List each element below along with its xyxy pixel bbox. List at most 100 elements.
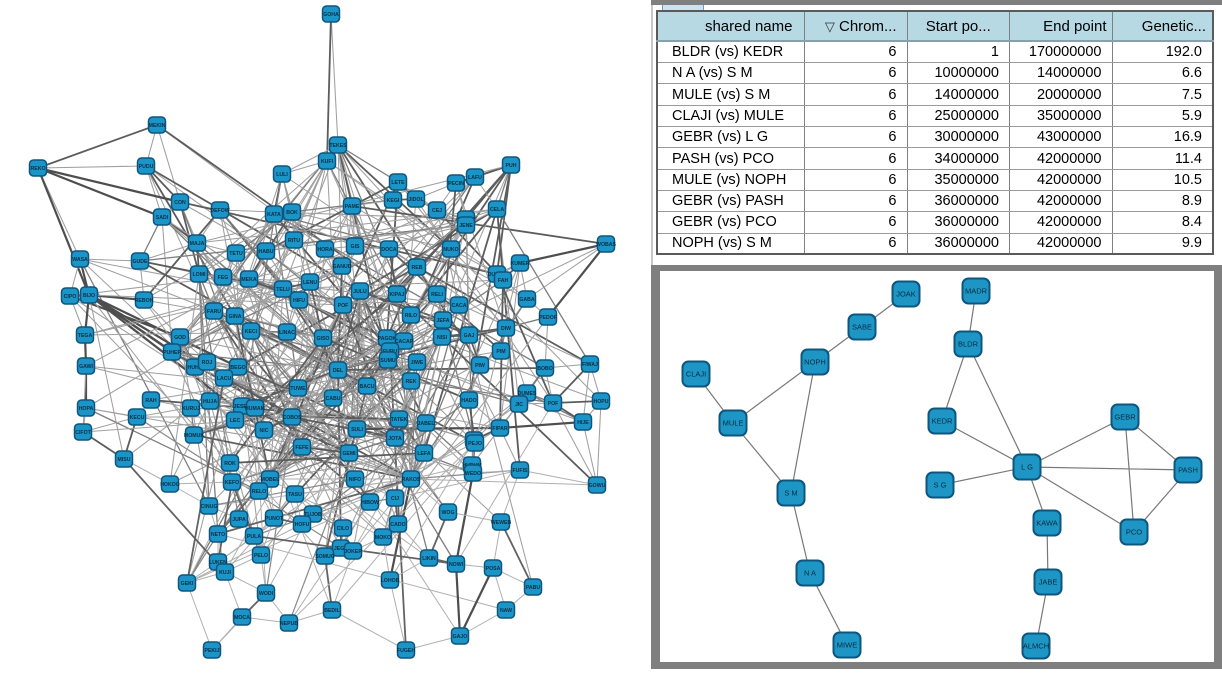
svg-text:HUHA: HUHA [188, 365, 203, 371]
svg-text:LACU: LACU [217, 376, 232, 382]
svg-text:LINAC: LINAC [279, 330, 295, 336]
svg-text:CELA: CELA [490, 207, 504, 213]
svg-text:PIW: PIW [475, 363, 485, 369]
svg-text:LENU: LENU [303, 280, 317, 286]
svg-text:LOHOB: LOHOB [381, 578, 400, 584]
svg-text:HIFU: HIFU [293, 298, 305, 304]
svg-text:TETU: TETU [229, 251, 243, 257]
svg-text:REBOH: REBOH [135, 298, 154, 304]
svg-text:CABU: CABU [326, 396, 341, 402]
svg-text:HOFU: HOFU [295, 522, 310, 528]
svg-text:FIPAR: FIPAR [492, 426, 507, 432]
svg-text:SULI: SULI [351, 427, 363, 433]
svg-text:SOMUG: SOMUG [315, 554, 335, 560]
svg-text:S M: S M [784, 489, 797, 498]
svg-text:FEFE: FEFE [295, 445, 309, 451]
svg-text:TASU: TASU [288, 492, 302, 498]
svg-text:DUMES: DUMES [518, 391, 537, 397]
svg-text:RITU: RITU [288, 238, 300, 244]
svg-text:RELI: RELI [431, 292, 443, 298]
svg-text:POF: POF [548, 401, 559, 407]
svg-text:CLAJI: CLAJI [686, 370, 706, 379]
svg-text:GABA: GABA [519, 297, 535, 303]
svg-text:JABEL: JABEL [417, 421, 435, 427]
svg-text:TEGA: TEGA [78, 333, 93, 339]
svg-text:RILO: RILO [405, 313, 417, 319]
svg-text:KUJI: KUJI [219, 570, 231, 576]
svg-text:KATA: KATA [267, 212, 281, 218]
svg-text:MISU: MISU [118, 457, 131, 463]
svg-text:KEFO: KEFO [225, 480, 239, 486]
svg-text:PASH: PASH [1178, 466, 1198, 475]
svg-text:HADO: HADO [461, 398, 476, 404]
svg-text:NIFO: NIFO [349, 477, 361, 483]
svg-text:POF: POF [338, 303, 349, 309]
svg-text:ROK: ROK [224, 461, 236, 467]
svg-text:NIC: NIC [260, 428, 269, 434]
svg-text:JIC: JIC [515, 402, 523, 408]
svg-text:POSA: POSA [486, 566, 501, 572]
svg-text:JIWE: JIWE [411, 360, 424, 366]
svg-text:CIPO: CIPO [64, 294, 77, 300]
svg-text:S G: S G [934, 481, 947, 490]
svg-text:GANUD: GANUD [332, 264, 351, 270]
svg-text:JUPA: JUPA [232, 517, 246, 523]
svg-text:HOPA: HOPA [79, 406, 94, 412]
svg-text:MIWE: MIWE [837, 641, 857, 650]
svg-text:N A: N A [804, 569, 816, 578]
svg-text:CEJ: CEJ [432, 208, 442, 214]
svg-text:DEFOW: DEFOW [210, 208, 229, 214]
svg-text:LAFU: LAFU [468, 175, 482, 181]
svg-text:CACA: CACA [452, 303, 467, 309]
svg-text:LETE: LETE [391, 180, 405, 186]
svg-text:BEDIL: BEDIL [324, 608, 340, 614]
svg-text:FEG: FEG [218, 275, 229, 281]
svg-text:GEBR: GEBR [1114, 413, 1136, 422]
svg-text:SUMU: SUMU [380, 358, 396, 364]
svg-text:PUDU: PUDU [139, 164, 154, 170]
svg-text:GOD: GOD [174, 335, 186, 341]
svg-text:LEFA: LEFA [417, 451, 431, 457]
svg-text:WODI: WODI [259, 591, 274, 597]
svg-text:WOG: WOG [442, 510, 455, 516]
svg-text:FIWAJ: FIWAJ [582, 362, 598, 368]
svg-text:NOPH: NOPH [804, 358, 826, 367]
svg-text:JOTA: JOTA [388, 436, 402, 442]
svg-text:DOCA: DOCA [381, 247, 397, 253]
svg-text:KECI: KECI [245, 329, 258, 335]
svg-text:PECIN: PECIN [448, 181, 464, 187]
svg-text:DEL: DEL [333, 368, 344, 374]
svg-text:HOPU: HOPU [594, 399, 609, 405]
svg-text:PEDOF: PEDOF [539, 315, 557, 321]
svg-text:REK: REK [406, 379, 417, 385]
svg-text:WEWEB: WEWEB [491, 520, 512, 526]
svg-text:KUFI: KUFI [321, 159, 334, 165]
svg-text:LEC: LEC [230, 418, 241, 424]
svg-text:CADO: CADO [390, 522, 405, 528]
svg-text:NUKO: NUKO [443, 247, 458, 253]
svg-text:GOWU: GOWU [589, 483, 606, 489]
svg-text:TELU: TELU [276, 287, 290, 293]
svg-text:PELO: PELO [254, 553, 268, 559]
svg-text:BOBO: BOBO [537, 366, 553, 372]
svg-text:GISO: GISO [317, 336, 330, 342]
svg-text:NETO: NETO [211, 532, 225, 538]
svg-text:GOHA: GOHA [323, 12, 339, 18]
svg-text:NEPUB: NEPUB [280, 621, 298, 627]
svg-text:L G: L G [1021, 463, 1033, 472]
svg-text:RELO: RELO [252, 489, 266, 495]
svg-text:GEMI: GEMI [342, 451, 356, 457]
svg-text:WEDO: WEDO [465, 471, 481, 477]
svg-text:BACU: BACU [360, 384, 375, 390]
svg-text:LIKIN: LIKIN [422, 556, 436, 562]
svg-text:JOAK: JOAK [896, 290, 916, 299]
svg-text:FUFIS: FUFIS [513, 468, 529, 474]
svg-text:CACAP: CACAP [395, 339, 414, 345]
svg-text:GUDE: GUDE [133, 259, 149, 265]
svg-text:CINUG: CINUG [201, 504, 218, 510]
svg-text:LOMI: LOMI [193, 272, 207, 278]
svg-text:CON: CON [174, 200, 186, 206]
svg-text:PCO: PCO [1126, 528, 1142, 537]
svg-text:GAJO: GAJO [453, 634, 468, 640]
svg-text:NOWI: NOWI [449, 562, 464, 568]
